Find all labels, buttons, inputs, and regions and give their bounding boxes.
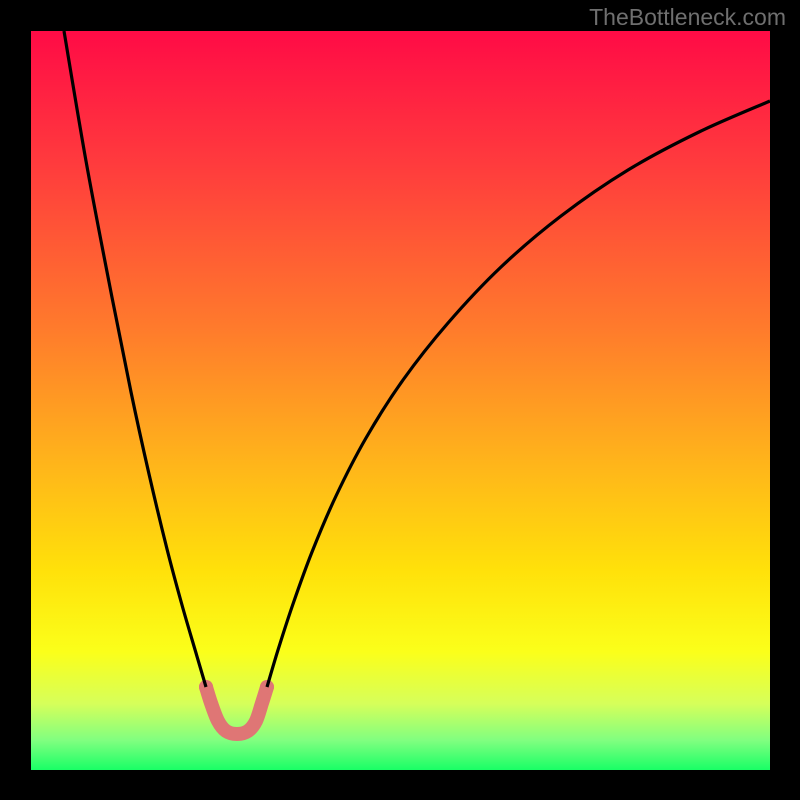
chart-canvas: TheBottleneck.com [0, 0, 800, 800]
curve-right-branch [267, 101, 770, 687]
curve-bottom-link [206, 687, 267, 734]
curve-overlay [0, 0, 800, 800]
curve-left-branch [64, 31, 206, 687]
attribution-text: TheBottleneck.com [589, 4, 786, 31]
